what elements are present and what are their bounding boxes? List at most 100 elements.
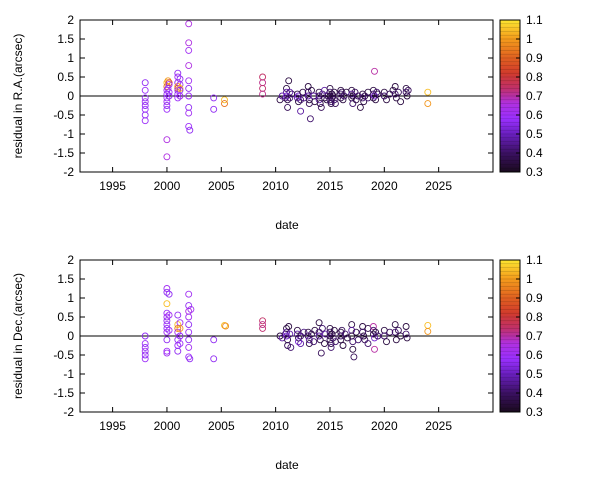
dec-data-point	[185, 353, 193, 361]
dec-data-point	[210, 336, 218, 344]
dec-y-tick-label: -1.5	[53, 386, 74, 400]
ra-data-point	[185, 122, 193, 130]
dec-data-point	[352, 328, 360, 336]
ra-x-tick-label: 1995	[99, 179, 126, 193]
ra-data-point	[402, 88, 410, 96]
ra-x-tick-label: 2005	[208, 179, 235, 193]
dec-data-point	[338, 326, 346, 334]
dec-data-point	[354, 336, 362, 344]
ra-data-point	[369, 94, 377, 102]
ra-data-point	[285, 77, 293, 85]
dec-data-point	[174, 328, 182, 336]
ra-data-point	[210, 105, 218, 113]
dec-data-point	[321, 340, 328, 348]
dec-data-point	[187, 305, 195, 313]
ra-y-tick-label: 2	[67, 13, 74, 27]
dec-data-point	[174, 347, 182, 355]
ra-y-tick-label: 1	[67, 51, 74, 65]
dec-data-point	[259, 321, 267, 329]
dec-data-point	[361, 336, 369, 344]
ra-colorbar-tick-label: 0.4	[526, 146, 543, 160]
dec-data-point	[176, 332, 184, 340]
dec-data-point	[163, 324, 171, 332]
ra-data-point	[174, 90, 182, 98]
dec-data-point	[339, 342, 347, 349]
dec-data-point	[293, 326, 301, 334]
dec-data-point	[349, 345, 357, 353]
ra-data-point	[424, 88, 432, 96]
dec-data-point	[305, 340, 313, 348]
ra-y-tick-label: -1.5	[53, 146, 74, 160]
dec-y-tick-label: -2	[63, 405, 74, 419]
dec-data-point	[380, 332, 388, 340]
ra-data-point	[288, 90, 296, 98]
ra-data-point	[330, 96, 338, 104]
dec-data-point	[286, 330, 294, 338]
ra-data-point	[185, 62, 193, 70]
dec-data-point	[322, 330, 330, 338]
ra-data-point	[163, 102, 171, 109]
ra-data-point	[174, 83, 182, 90]
ra-data-point	[316, 100, 324, 108]
ra-data-point	[221, 100, 228, 108]
ra-data-point	[371, 92, 378, 100]
ra-data-point	[210, 94, 218, 102]
ra-data-point	[304, 83, 312, 90]
dec-data-point	[343, 334, 351, 342]
dec-data-point	[304, 328, 312, 336]
dec-colorbar-tick-label: 0.9	[526, 291, 543, 305]
dec-data-point	[163, 336, 171, 344]
dec-colorbar-tick-label: 0.3	[526, 405, 543, 419]
ra-data-point	[402, 84, 410, 92]
ra-data-point	[185, 92, 193, 100]
dec-data-point	[383, 338, 390, 346]
ra-data-point	[373, 88, 381, 96]
dec-colorbar: 0.3 0.4 0.5 0.6 0.7 0.8 0.9 1 1.1	[499, 253, 543, 419]
ra-data-point	[340, 92, 348, 100]
dec-data-point	[163, 321, 171, 329]
ra-data-points	[141, 20, 432, 161]
dec-data-point	[337, 328, 345, 336]
dec-data-point	[391, 321, 399, 329]
dec-data-point	[284, 336, 292, 344]
dec-data-point	[285, 323, 293, 330]
ra-data-point	[349, 100, 357, 108]
dec-data-point	[165, 311, 173, 319]
dec-data-point	[163, 317, 171, 325]
ra-data-point	[391, 83, 399, 90]
ra-data-point	[354, 92, 362, 100]
ra-data-point	[339, 96, 347, 104]
ra-y-axis-title-text: residual in R.A.(arcsec)	[11, 34, 25, 159]
dec-data-point	[163, 347, 171, 355]
dec-data-point	[185, 328, 193, 336]
ra-data-point	[259, 84, 267, 92]
ra-x-tick-label: 2000	[154, 179, 181, 193]
dec-data-point	[369, 330, 377, 338]
dec-x-tick-label: 2005	[208, 419, 235, 433]
ra-data-point	[329, 92, 337, 100]
ra-data-point	[141, 86, 149, 94]
ra-data-point	[364, 94, 372, 102]
dec-data-point	[402, 323, 410, 330]
ra-data-point	[359, 94, 367, 102]
dec-data-point	[305, 336, 313, 344]
dec-data-point	[185, 336, 193, 344]
ra-y-axis-title: residual in R.A.(arcsec)	[11, 34, 25, 159]
dec-data-point	[186, 355, 194, 363]
dec-colorbar-tick-label: 0.6	[526, 348, 543, 362]
dec-data-point	[287, 343, 295, 351]
dec-data-point	[350, 353, 358, 361]
dec-data-point	[163, 285, 171, 292]
dec-data-point	[311, 326, 319, 334]
ra-data-point	[397, 98, 405, 106]
dec-data-point	[317, 349, 325, 357]
ra-data-point	[186, 126, 194, 134]
dec-x-axis-title: date	[275, 458, 299, 472]
ra-y-tick-label: 1.5	[57, 32, 74, 46]
ra-data-point	[369, 90, 377, 98]
dec-data-point	[326, 328, 334, 336]
dec-data-point	[174, 321, 182, 329]
ra-data-point	[163, 94, 171, 102]
dec-x-tick-label: 2015	[317, 419, 344, 433]
